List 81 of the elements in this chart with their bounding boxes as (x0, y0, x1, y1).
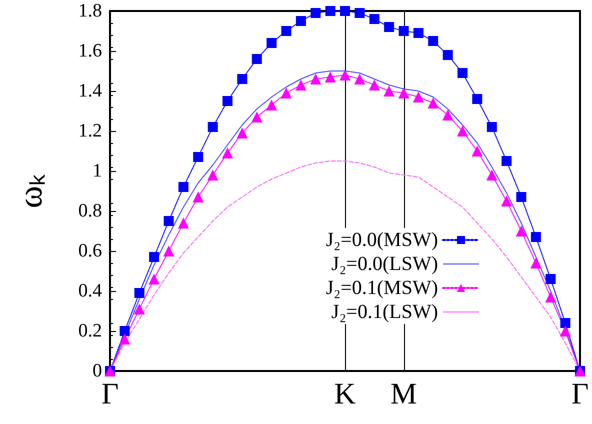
legend-label: J₂=0.1(LSW) (331, 301, 438, 323)
point (163, 246, 174, 256)
point (164, 216, 174, 226)
point (295, 80, 306, 90)
y-tick-label: 0 (92, 360, 102, 382)
point (324, 72, 336, 82)
point (545, 292, 556, 302)
point (325, 6, 336, 16)
y-tick-label: 0.8 (78, 200, 102, 222)
point (340, 70, 350, 80)
point (516, 226, 527, 236)
point (280, 88, 292, 98)
y-tick-label: 1 (92, 160, 102, 182)
legend-label: J₂=0.0(MSW) (326, 229, 438, 251)
point (266, 38, 277, 48)
point (134, 288, 144, 298)
point (222, 96, 232, 106)
point (398, 88, 410, 98)
point (486, 122, 497, 132)
x-tick-label: Γ (571, 378, 589, 410)
point (412, 92, 424, 102)
point (178, 218, 189, 228)
point (384, 22, 394, 32)
point (413, 28, 424, 38)
point (368, 80, 380, 90)
legend-label: J₂=0.0(LSW) (331, 253, 438, 275)
point (472, 146, 483, 156)
point (134, 304, 145, 314)
point (501, 196, 512, 206)
legend-label: J₂=0.1(MSW) (326, 277, 438, 299)
point (354, 74, 366, 84)
y-tick-label: 0.4 (78, 280, 102, 302)
point (369, 14, 380, 24)
y-tick-label: 1.8 (78, 0, 102, 22)
point (486, 170, 498, 180)
y-tick-label: 0.2 (78, 320, 102, 342)
point (310, 8, 321, 18)
point (516, 192, 526, 202)
point (310, 74, 322, 84)
point (472, 94, 482, 104)
point (296, 16, 306, 26)
point (119, 334, 130, 344)
point (208, 122, 218, 132)
point (442, 50, 453, 60)
point (251, 112, 262, 122)
point (281, 26, 292, 36)
point (222, 148, 233, 158)
point (192, 192, 204, 202)
point (398, 26, 409, 36)
point (193, 152, 204, 162)
x-tick-label: K (334, 378, 356, 410)
x-tick-label: M (390, 378, 418, 410)
y-tick-label: 1.4 (78, 80, 102, 102)
y-axis-title: ωₖ (12, 174, 50, 208)
point (502, 156, 512, 166)
point (428, 98, 439, 108)
point (560, 318, 570, 328)
point (252, 54, 262, 64)
point (428, 36, 438, 46)
point (266, 100, 278, 110)
point (340, 6, 350, 16)
x-tick-label: Γ (101, 378, 119, 410)
point (546, 274, 556, 284)
point (530, 258, 542, 268)
point (457, 126, 468, 136)
point (354, 8, 365, 18)
point (120, 326, 130, 336)
point (207, 170, 218, 180)
point (237, 74, 248, 84)
point (236, 128, 248, 138)
y-tick-label: 0.6 (78, 240, 102, 262)
point (560, 326, 571, 336)
point (148, 274, 160, 284)
point (178, 182, 188, 192)
point (384, 86, 395, 96)
y-tick-label: 1.2 (78, 120, 102, 142)
point (442, 110, 454, 120)
y-tick-label: 1.6 (78, 40, 102, 62)
point (149, 252, 160, 262)
point (458, 68, 468, 78)
point (530, 232, 541, 242)
